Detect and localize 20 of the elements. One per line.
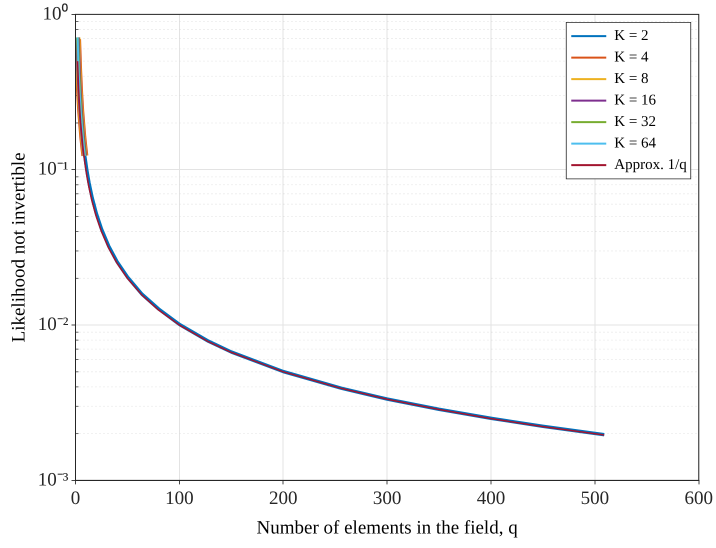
x-tick-label: 300 [372, 488, 402, 509]
y-tick-label: 10⁰ [42, 2, 68, 24]
y-tick-label: 10⁻¹ [38, 158, 69, 180]
legend-label: K = 4 [614, 50, 650, 66]
legend-label: K = 32 [614, 114, 656, 130]
y-tick-label: 10⁻² [38, 314, 69, 336]
x-tick-label: 100 [165, 488, 194, 509]
legend-label: K = 16 [614, 92, 657, 109]
x-tick-label: 400 [476, 488, 506, 509]
x-tick-label: 600 [684, 488, 713, 509]
legend-label: Approx. 1/q [614, 157, 688, 174]
y-axis-title: Likelihood not invertible [8, 152, 30, 342]
legend-label: K = 64 [614, 136, 657, 152]
y-tick-label: 10⁻³ [38, 469, 69, 490]
x-axis-title: Number of elements in the field, q [256, 518, 518, 539]
x-tick-label: 0 [70, 488, 80, 509]
legend-label: K = 2 [614, 28, 649, 44]
x-tick-label: 500 [580, 488, 610, 509]
legend-label: K = 8 [614, 71, 649, 88]
x-tick-label: 200 [269, 488, 298, 509]
